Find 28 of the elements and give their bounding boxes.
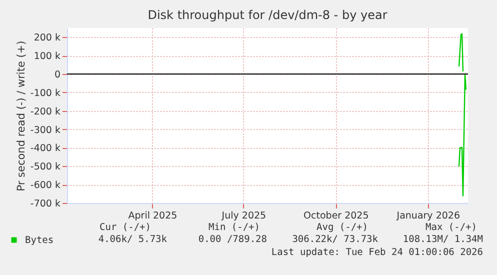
line-series xyxy=(458,33,464,72)
y-tick-label: -200 k xyxy=(30,106,61,118)
text: 4.06k/ 5.73k xyxy=(98,234,168,245)
text: 0.00 /789.28 xyxy=(198,234,268,245)
y-tick-label: 100 k xyxy=(34,51,61,62)
chart-title: Disk throughput for /dev/dm-8 - by year xyxy=(148,8,388,22)
legend-label: Bytes xyxy=(25,235,54,246)
x-tick-label: October 2025 xyxy=(304,210,369,222)
y-axis-title: Pr second read (-) / write (+) xyxy=(15,40,28,192)
text: Min (-/+) xyxy=(208,222,260,233)
x-tick-label: April 2025 xyxy=(128,210,178,222)
text: Avg (-/+) xyxy=(316,222,368,233)
text: Max (-/+) xyxy=(426,222,477,233)
y-tick-label: 200 k xyxy=(34,32,61,44)
text: 108.13M/ 1.34M xyxy=(402,234,484,245)
y-tick-label: -100 k xyxy=(30,88,61,99)
y-tick-label: -500 k xyxy=(30,162,61,173)
y-tick-label: -700 k xyxy=(30,198,61,210)
line-series xyxy=(458,73,467,196)
x-tick-label: July 2025 xyxy=(220,210,266,222)
y-tick-label: -300 k xyxy=(30,124,61,136)
x-tick-label: January 2026 xyxy=(396,210,460,222)
y-tick-label: -400 k xyxy=(30,143,61,154)
text: Cur (-/+) xyxy=(100,222,151,233)
y-tick-label: 0 xyxy=(54,70,60,81)
y-tick-label: -600 k xyxy=(30,180,61,192)
text: 306.22k/ 73.73k xyxy=(292,234,378,245)
text: Last update: Tue Feb 24 01:00:06 2026 xyxy=(271,247,484,258)
